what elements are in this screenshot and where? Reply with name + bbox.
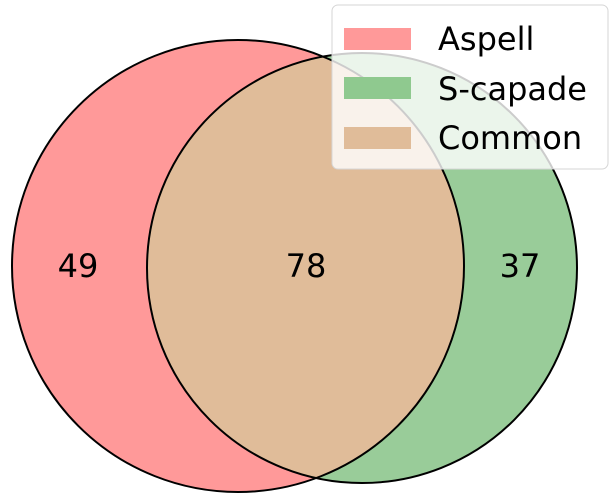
- count-scapade-only: 37: [500, 247, 541, 285]
- set-outline-aspell: [11, 39, 465, 493]
- intersection-region: [147, 53, 464, 483]
- legend-swatch-scapade: [344, 77, 411, 99]
- count-aspell-only: 49: [58, 247, 99, 285]
- legend-label-aspell: Aspell: [438, 20, 534, 58]
- count-common: 78: [286, 247, 327, 285]
- legend-swatch-common: [344, 127, 411, 149]
- legend-label-scapade: S-capade: [438, 70, 587, 108]
- legend-swatch-aspell: [344, 28, 411, 50]
- legend-label-common: Common: [438, 119, 582, 157]
- legend: Aspell S-capade Common: [331, 4, 609, 170]
